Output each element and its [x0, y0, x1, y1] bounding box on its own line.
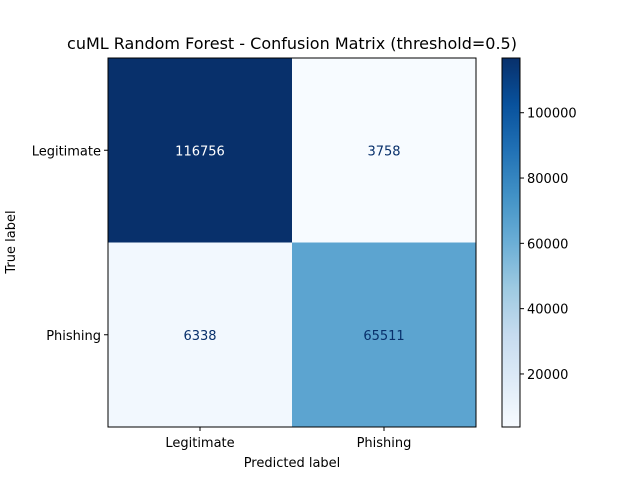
x-axis-ticks: Legitimate Phishing	[165, 427, 411, 451]
chart-title: cuML Random Forest - Confusion Matrix (t…	[67, 34, 517, 53]
colorbar-ticks: 20000 40000 60000 80000 100000	[520, 107, 577, 383]
cell-value-label: 6338	[183, 329, 216, 344]
x-tick-label: Phishing	[357, 436, 412, 451]
colorbar-tick-label: 100000	[527, 107, 577, 122]
colorbar	[501, 57, 521, 428]
colorbar-tick-label: 60000	[527, 237, 568, 252]
matrix-cells: 116756 3758 6338 65511	[108, 58, 476, 427]
matrix-cell	[292, 242, 476, 427]
x-axis-label: Predicted label	[244, 456, 341, 471]
matrix-cell	[108, 242, 292, 427]
y-tick-label: Legitimate	[32, 144, 101, 159]
cell-value-label: 65511	[363, 329, 404, 344]
matrix-cell	[292, 58, 476, 243]
y-axis-label: True label	[4, 210, 19, 274]
colorbar-tick-label: 20000	[527, 368, 568, 383]
matrix-frame	[107, 57, 477, 428]
y-tick-label: Phishing	[46, 329, 101, 344]
cell-value-label: 3758	[367, 144, 400, 159]
colorbar-tick-label: 40000	[527, 303, 568, 318]
colorbar-tick-label: 80000	[527, 172, 568, 187]
cell-value-label: 116756	[175, 144, 225, 159]
y-axis-ticks: Legitimate Phishing	[32, 144, 108, 344]
x-tick-label: Legitimate	[165, 436, 234, 451]
matrix-cell	[108, 58, 292, 243]
